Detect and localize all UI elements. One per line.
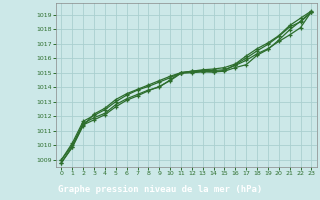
Text: Graphe pression niveau de la mer (hPa): Graphe pression niveau de la mer (hPa): [58, 185, 262, 194]
